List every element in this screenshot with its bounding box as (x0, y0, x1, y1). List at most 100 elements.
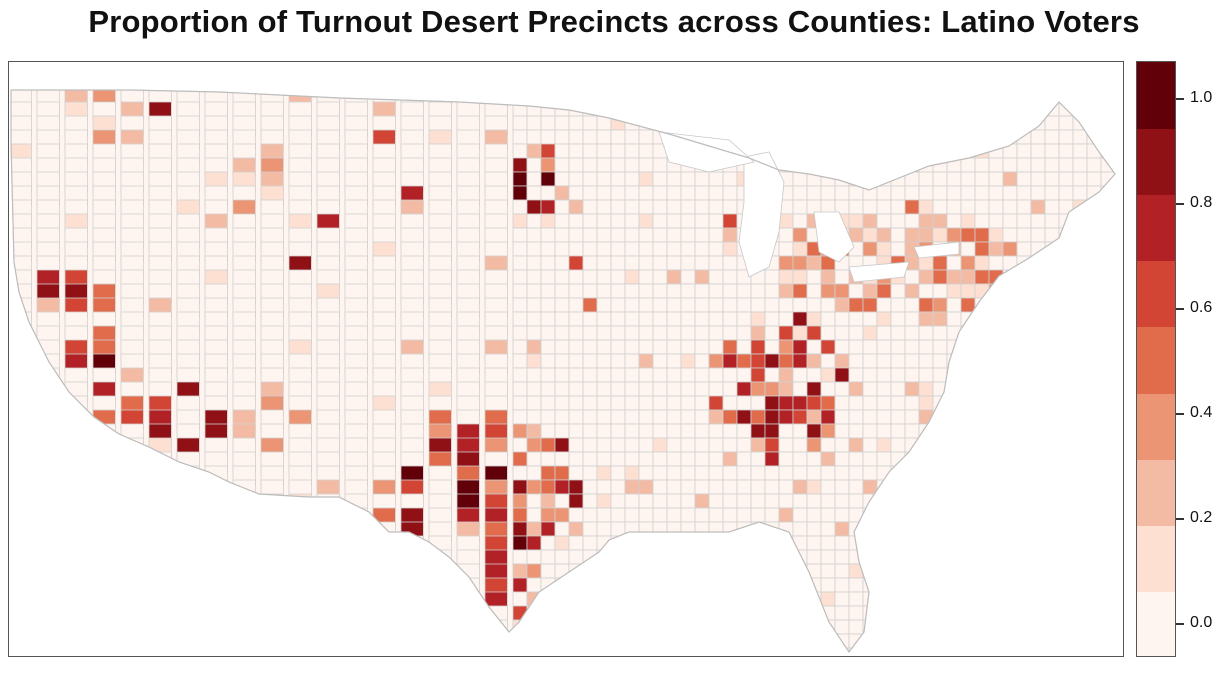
county-cell (834, 171, 850, 187)
county-cell (624, 409, 640, 425)
county-cell (512, 157, 528, 173)
county-cell (904, 311, 920, 327)
county-cell (918, 563, 934, 579)
county-cell (624, 493, 640, 509)
county-cell (918, 465, 934, 481)
county-cell (582, 423, 598, 439)
great-lake (658, 131, 755, 173)
county-cell (946, 171, 962, 187)
legend-tick-label: 1.0 (1190, 89, 1213, 106)
county-cell (722, 395, 738, 411)
county-cell (918, 633, 934, 649)
county-cell (232, 549, 256, 571)
county-cell (750, 507, 766, 523)
county-cell (736, 549, 752, 565)
county-cell (512, 199, 528, 215)
county-cell (540, 591, 556, 607)
county-cell (722, 283, 738, 299)
county-cell (834, 563, 850, 579)
county-cell (1002, 577, 1018, 593)
county-cell (1002, 521, 1018, 537)
county-cell (11, 521, 32, 543)
county-cell (1058, 143, 1074, 159)
county-cell (736, 479, 752, 495)
county-cell (764, 409, 780, 425)
county-cell (624, 647, 640, 652)
county-cell (876, 605, 892, 621)
county-cell (1072, 283, 1088, 299)
county-cell (862, 451, 878, 467)
county-cell (932, 115, 948, 131)
county-cell (624, 465, 640, 481)
county-cell (148, 563, 172, 585)
county-cell (890, 577, 906, 593)
county-cell (1100, 535, 1115, 551)
county-cell (36, 549, 60, 571)
county-cell (862, 199, 878, 215)
county-cell (806, 353, 822, 369)
county-cell (288, 605, 312, 627)
county-cell (64, 647, 88, 652)
county-cell (932, 493, 948, 509)
county-cell (708, 577, 724, 593)
county-cell (680, 465, 696, 481)
county-cell (512, 381, 528, 397)
county-cell (624, 367, 640, 383)
county-cell (1044, 283, 1060, 299)
county-cell (1016, 521, 1032, 537)
county-cell (848, 591, 864, 607)
county-cell (680, 199, 696, 215)
county-cell (722, 241, 738, 257)
county-cell (610, 619, 626, 635)
county-cell (1044, 171, 1060, 187)
county-cell (946, 479, 962, 495)
county-cell (610, 255, 626, 271)
county-cell (666, 521, 682, 537)
county-cell (946, 269, 962, 285)
county-cell (806, 339, 822, 355)
county-cell (988, 605, 1004, 621)
county-cell (582, 269, 598, 285)
county-cell (92, 437, 116, 459)
county-cell (904, 535, 920, 551)
county-cell (778, 353, 794, 369)
county-cell (568, 381, 584, 397)
county-cell (1058, 269, 1074, 285)
county-cell (764, 549, 780, 565)
county-cell (582, 157, 598, 173)
county-cell (1086, 437, 1102, 453)
county-cell (778, 605, 794, 621)
county-cell (638, 647, 654, 652)
county-cell (890, 451, 906, 467)
county-cell (1086, 535, 1102, 551)
county-cell (582, 227, 598, 243)
county-cell (568, 129, 584, 145)
county-cell (610, 353, 626, 369)
county-cell (652, 577, 668, 593)
county-cell (792, 255, 808, 271)
county-cell (876, 395, 892, 411)
county-cell (722, 619, 738, 635)
county-cell (526, 255, 542, 271)
county-cell (652, 185, 668, 201)
county-cell (526, 213, 542, 229)
county-cell (428, 591, 452, 613)
county-cell (904, 605, 920, 621)
county-cell (1058, 479, 1074, 495)
county-cell (526, 437, 542, 453)
county-cell (666, 633, 682, 649)
county-cell (1030, 255, 1046, 271)
county-cell (862, 521, 878, 537)
county-cell (960, 535, 976, 551)
county-cell (778, 591, 794, 607)
county-cell (890, 353, 906, 369)
county-cell (36, 619, 60, 641)
county-cell (932, 339, 948, 355)
county-cell (1030, 423, 1046, 439)
county-cell (11, 535, 32, 557)
county-cell (1058, 339, 1074, 355)
county-cell (946, 381, 962, 397)
county-cell (806, 423, 822, 439)
county-cell (862, 381, 878, 397)
county-cell (1086, 451, 1102, 467)
